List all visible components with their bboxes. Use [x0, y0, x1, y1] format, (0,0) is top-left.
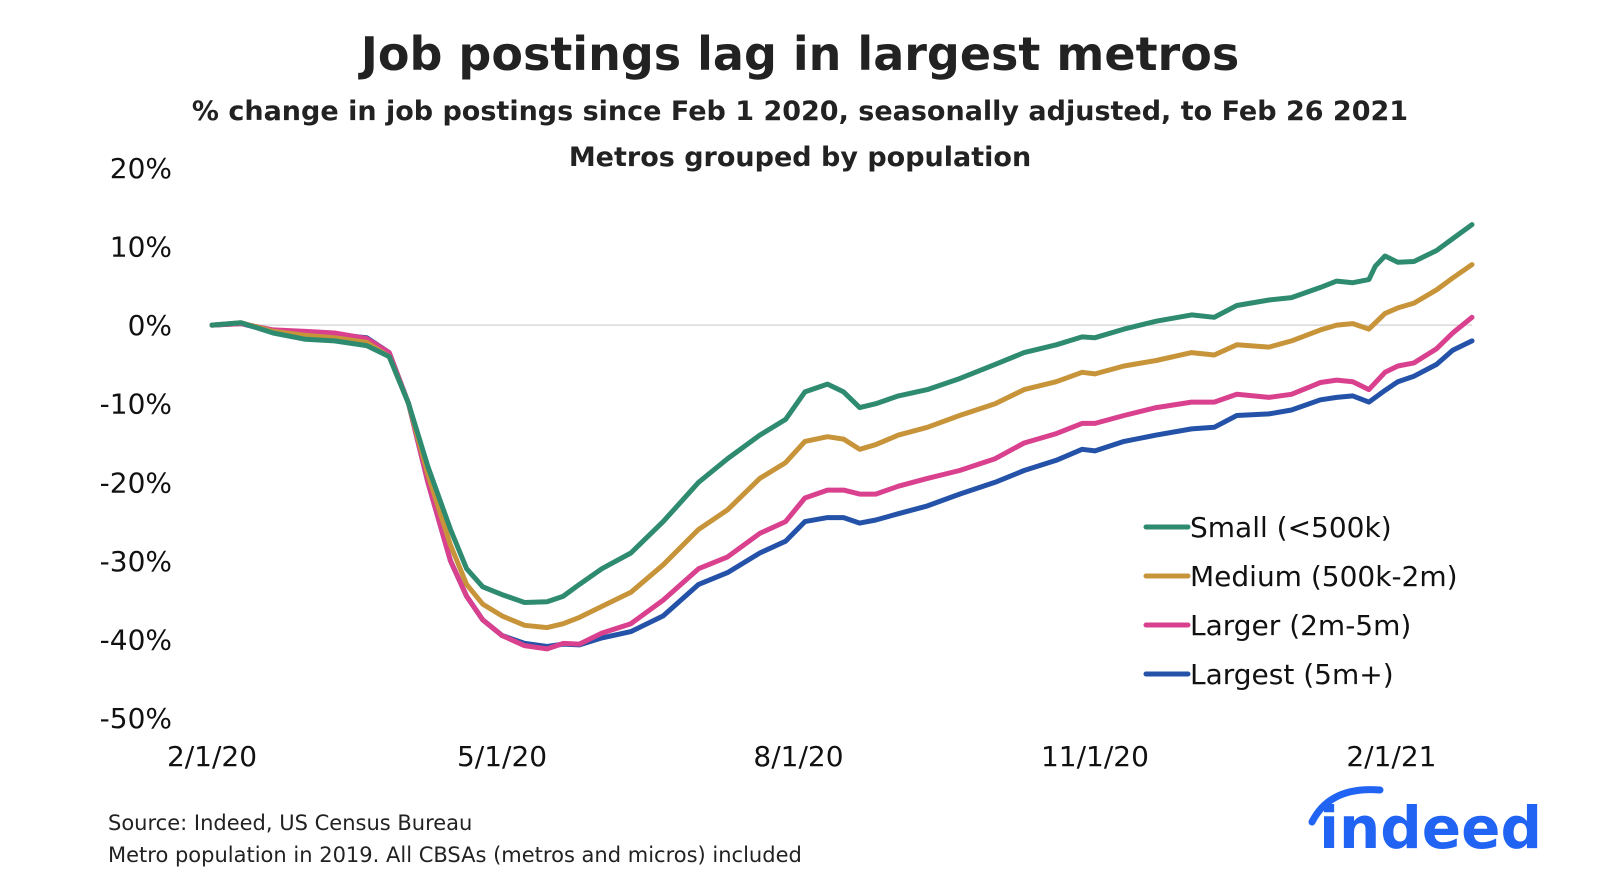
- y-tick-label: -10%: [100, 388, 172, 421]
- logo-swoosh-icon: [1308, 786, 1384, 826]
- y-tick-label: -50%: [100, 702, 172, 735]
- plot-area: [209, 222, 1475, 652]
- x-tick-label: 2/1/20: [167, 740, 257, 773]
- x-tick-label: 11/1/20: [1041, 740, 1149, 773]
- series-line-small: [209, 222, 1475, 605]
- legend-label-larger: Larger (2m-5m): [1190, 609, 1411, 642]
- x-tick-label: 8/1/20: [753, 740, 843, 773]
- legend: Small (<500k) Medium (500k-2m) Larger (2m-…: [1143, 511, 1458, 691]
- population-note: Metro population in 2019. All CBSAs (met…: [108, 843, 802, 867]
- y-tick-label: -20%: [100, 466, 172, 499]
- y-tick-label: -30%: [100, 545, 172, 578]
- y-tick-label: 0%: [128, 309, 172, 342]
- series-line-larger: [209, 314, 1475, 652]
- y-tick-label: 10%: [110, 231, 172, 264]
- y-tick-label: -40%: [100, 623, 172, 656]
- legend-label-largest: Largest (5m+): [1190, 658, 1394, 691]
- logo-wordmark: indeed: [1319, 794, 1542, 862]
- y-tick-label: 20%: [110, 152, 172, 185]
- series-line-medium: [209, 262, 1475, 631]
- x-tick-label: 5/1/20: [457, 740, 547, 773]
- source-note: Source: Indeed, US Census Bureau: [108, 811, 472, 835]
- x-tick-label: 2/1/21: [1346, 740, 1436, 773]
- y-axis: 20% 10% 0% -10% -20% -30% -40% -50%: [100, 152, 172, 735]
- chart-subtitle-2: Metros grouped by population: [569, 142, 1031, 173]
- legend-label-small: Small (<500k): [1190, 511, 1392, 544]
- series-line-largest: [209, 321, 1475, 649]
- indeed-logo: indeed: [1308, 786, 1542, 862]
- legend-label-medium: Medium (500k-2m): [1190, 560, 1458, 593]
- chart-subtitle: % change in job postings since Feb 1 202…: [192, 96, 1408, 127]
- x-axis: 2/1/20 5/1/20 8/1/20 11/1/20 2/1/21: [167, 740, 1437, 773]
- chart-title: Job postings lag in largest metros: [358, 27, 1239, 81]
